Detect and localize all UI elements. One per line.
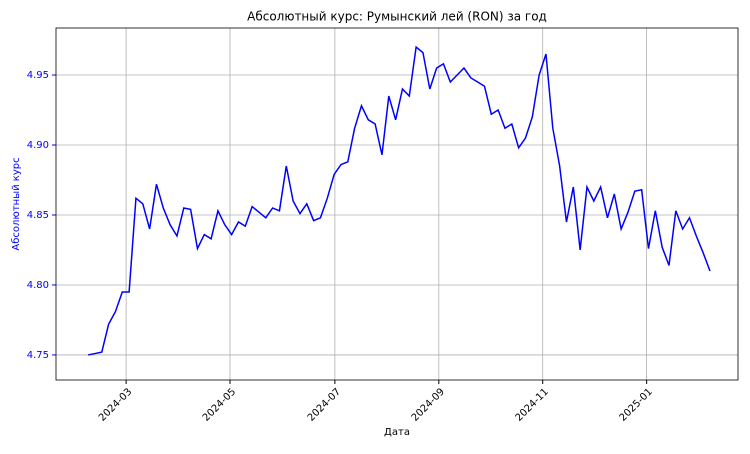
y-tick-label: 4.75 xyxy=(27,350,49,361)
x-tick-label: 2024-07 xyxy=(306,386,343,423)
y-axis-label: Абсолютный курс xyxy=(11,157,22,250)
y-tick-label: 4.80 xyxy=(27,280,49,291)
x-tick-label: 2024-03 xyxy=(97,386,134,423)
x-tick-label: 2024-11 xyxy=(514,386,551,423)
x-axis-label: Дата xyxy=(384,427,410,438)
y-tick-label: 4.90 xyxy=(27,140,49,151)
x-tick-label: 2025-01 xyxy=(618,386,655,423)
data-line xyxy=(87,45,711,356)
y-tick-label: 4.95 xyxy=(27,70,49,81)
x-tick-label: 2024-05 xyxy=(201,386,238,423)
plot-frame xyxy=(55,27,739,381)
y-tick-label: 4.85 xyxy=(27,210,49,221)
x-tick-label: 2024-09 xyxy=(410,386,447,423)
chart-title: Абсолютный курс: Румынский лей (RON) за … xyxy=(247,10,547,24)
